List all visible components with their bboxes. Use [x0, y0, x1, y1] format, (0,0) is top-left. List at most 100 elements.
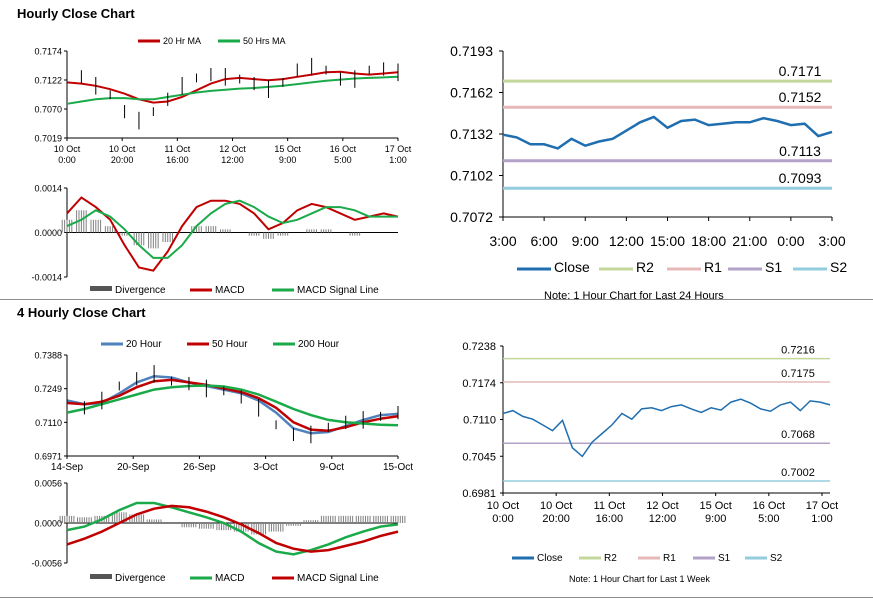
hourly-ma20-legend-label: 20 Hr MA [163, 36, 201, 46]
four-hourly-section-title: 4 Hourly Close Chart [17, 305, 146, 320]
levels-ytick-label: 0.7193 [450, 43, 493, 59]
hourly-price-ytick-label: 0.7070 [34, 105, 62, 115]
levels-xtick-label: 6:00 [531, 233, 558, 249]
hourly-price-xtick-label: 9:00 [279, 155, 297, 165]
hourly-price-xtick-label: 10 Oct [54, 144, 81, 154]
level-s2-label: 0.7093 [779, 170, 822, 186]
levels-ytick-label: 0.7132 [450, 126, 493, 142]
hourly-price-xtick-label: 15 Oct [274, 144, 301, 154]
hourly-macd-ytick-label: 0.0014 [34, 184, 62, 194]
weekly-level-s2-label: 0.7002 [781, 467, 815, 479]
weekly-levels-ytick-label: 0.7045 [462, 451, 496, 463]
level-s1-label: 0.7113 [779, 143, 821, 159]
four-hourly-note: Note: 1 Hour Chart for Last 1 Week [569, 574, 710, 584]
weekly-levels-close-legend-label: Close [537, 553, 563, 564]
four-hourly-macd-line [66, 501, 399, 556]
four-hourly-price-xtick-label: 14-Sep [51, 462, 84, 473]
weekly-levels-xtick-label: 0:00 [492, 513, 513, 525]
four-hourly-20-hour-legend-label: 20 Hour [126, 339, 162, 350]
weekly-levels-xtick-label: 5:00 [758, 513, 779, 525]
hourly-price-xtick-label: 16:00 [166, 155, 189, 165]
hourly-price-ytick-label: 0.7019 [34, 134, 62, 144]
levels-r1-legend-label: R1 [704, 259, 722, 275]
four-hourly-macd-ytick-label: 0.0056 [34, 479, 62, 489]
weekly-levels-xtick-label: 1:00 [811, 513, 832, 525]
hourly-macd-legend-label: MACD [215, 285, 244, 296]
weekly-level-r1-label: 0.7175 [781, 368, 815, 380]
hourly-divergence-legend-swatch [90, 286, 112, 291]
levels-close-line [502, 115, 833, 150]
weekly-levels-ytick-label: 0.7174 [462, 378, 496, 390]
levels-xtick-label: 12:00 [609, 233, 644, 249]
four-hourly-divergence-legend-swatch [90, 574, 112, 579]
weekly-levels-xtick-label: 10 Oct [487, 500, 519, 512]
weekly-levels-ytick-label: 0.6981 [462, 488, 496, 500]
weekly-levels-xtick-label: 11 Oct [594, 500, 626, 512]
hourly-price-xtick-label: 10 Oct [109, 144, 136, 154]
bottom-divider [0, 597, 873, 598]
four-hourly-macd-ytick-label: 0.0000 [34, 519, 62, 529]
weekly-levels-xtick-label: 17 Oct [806, 500, 838, 512]
hourly-20-hr-ma-line [66, 70, 399, 104]
four-hourly-50-hour-legend-label: 50 Hour [212, 339, 248, 350]
weekly-level-r2-label: 0.7216 [781, 345, 815, 357]
four-hourly-price-ytick-label: 0.7249 [34, 384, 62, 394]
weekly-levels-ytick-label: 0.7238 [462, 341, 496, 353]
hourly-price-ytick-label: 0.7122 [34, 76, 62, 86]
four-hourly-20-hour-line [66, 375, 399, 435]
levels-ytick-label: 0.7162 [450, 85, 493, 101]
four-hourly-macd-legend-label: MACD [215, 573, 244, 584]
four-hourly-price-xtick-label: 9-Oct [320, 462, 345, 473]
hourly-price-xtick-label: 12:00 [221, 155, 244, 165]
hourly-signal-legend-label: MACD Signal Line [297, 285, 379, 296]
hourly-ma50-legend-label: 50 Hrs MA [243, 36, 286, 46]
weekly-level-s1-label: 0.7068 [781, 429, 815, 441]
hourly-50-hrs-ma-line [66, 75, 399, 105]
weekly-levels-xtick-label: 15 Oct [699, 500, 731, 512]
four-hourly-signal-legend-label: MACD Signal Line [297, 573, 379, 584]
four-hourly-50-hour-line [66, 378, 399, 433]
levels-r2-legend-label: R2 [636, 259, 654, 275]
hourly-price-xtick-label: 5:00 [334, 155, 352, 165]
levels-s1-legend-label: S1 [765, 259, 782, 275]
hourly-macd-signal-line-line [66, 199, 398, 259]
four-hourly-price-ytick-label: 0.6971 [34, 452, 62, 462]
hourly-note: Note: 1 Hour Chart for Last 24 Hours [544, 290, 724, 302]
hourly-macd-ytick-label: 0.0000 [34, 228, 62, 238]
weekly-levels-xtick-label: 9:00 [705, 513, 726, 525]
levels-xtick-label: 15:00 [650, 233, 685, 249]
levels-s2-legend-label: S2 [830, 259, 847, 275]
levels-xtick-label: 3:00 [818, 233, 845, 249]
four-hourly-200-hour-line [66, 384, 399, 427]
weekly-levels-xtick-label: 20:00 [542, 513, 570, 525]
hourly-divergence-legend-label: Divergence [115, 285, 166, 296]
four-hourly-macd-signal-line-line [66, 504, 399, 553]
four-hourly-price-xtick-label: 15-Oct [383, 462, 413, 473]
level-r1-label: 0.7152 [779, 89, 822, 105]
levels-xtick-label: 18:00 [691, 233, 726, 249]
weekly-levels-r1-legend-label: R1 [663, 553, 676, 564]
weekly-levels-r2-legend-label: R2 [604, 553, 617, 564]
four-hourly-price-xtick-label: 26-Sep [183, 462, 216, 473]
four-hourly-divergence-legend-label: Divergence [115, 573, 166, 584]
levels-xtick-label: 21:00 [732, 233, 767, 249]
four-hourly-200-hour-legend-label: 200 Hour [298, 339, 340, 350]
hourly-price-xtick-label: 12 Oct [219, 144, 246, 154]
four-hourly-price-ytick-label: 0.7388 [34, 351, 62, 361]
hourly-section-title: Hourly Close Chart [17, 6, 135, 21]
four-hourly-macd-ytick-label: -0.0056 [31, 559, 62, 569]
levels-close-legend-label: Close [554, 259, 590, 275]
levels-ytick-label: 0.7072 [450, 209, 493, 225]
levels-xtick-label: 0:00 [777, 233, 804, 249]
hourly-price-xtick-label: 11 Oct [164, 144, 190, 154]
weekly-levels-ytick-label: 0.7110 [463, 415, 496, 427]
weekly-levels-xtick-label: 10 Oct [540, 500, 572, 512]
weekly-levels-s1-legend-label: S1 [718, 553, 731, 564]
levels-xtick-label: 9:00 [572, 233, 599, 249]
four-hourly-price-xtick-label: 20-Sep [117, 462, 150, 473]
four-hourly-price-ytick-label: 0.7110 [35, 418, 62, 428]
weekly-levels-xtick-label: 16 Oct [753, 500, 785, 512]
weekly-levels-xtick-label: 12 Oct [646, 500, 678, 512]
hourly-price-xtick-label: 0:00 [58, 155, 76, 165]
